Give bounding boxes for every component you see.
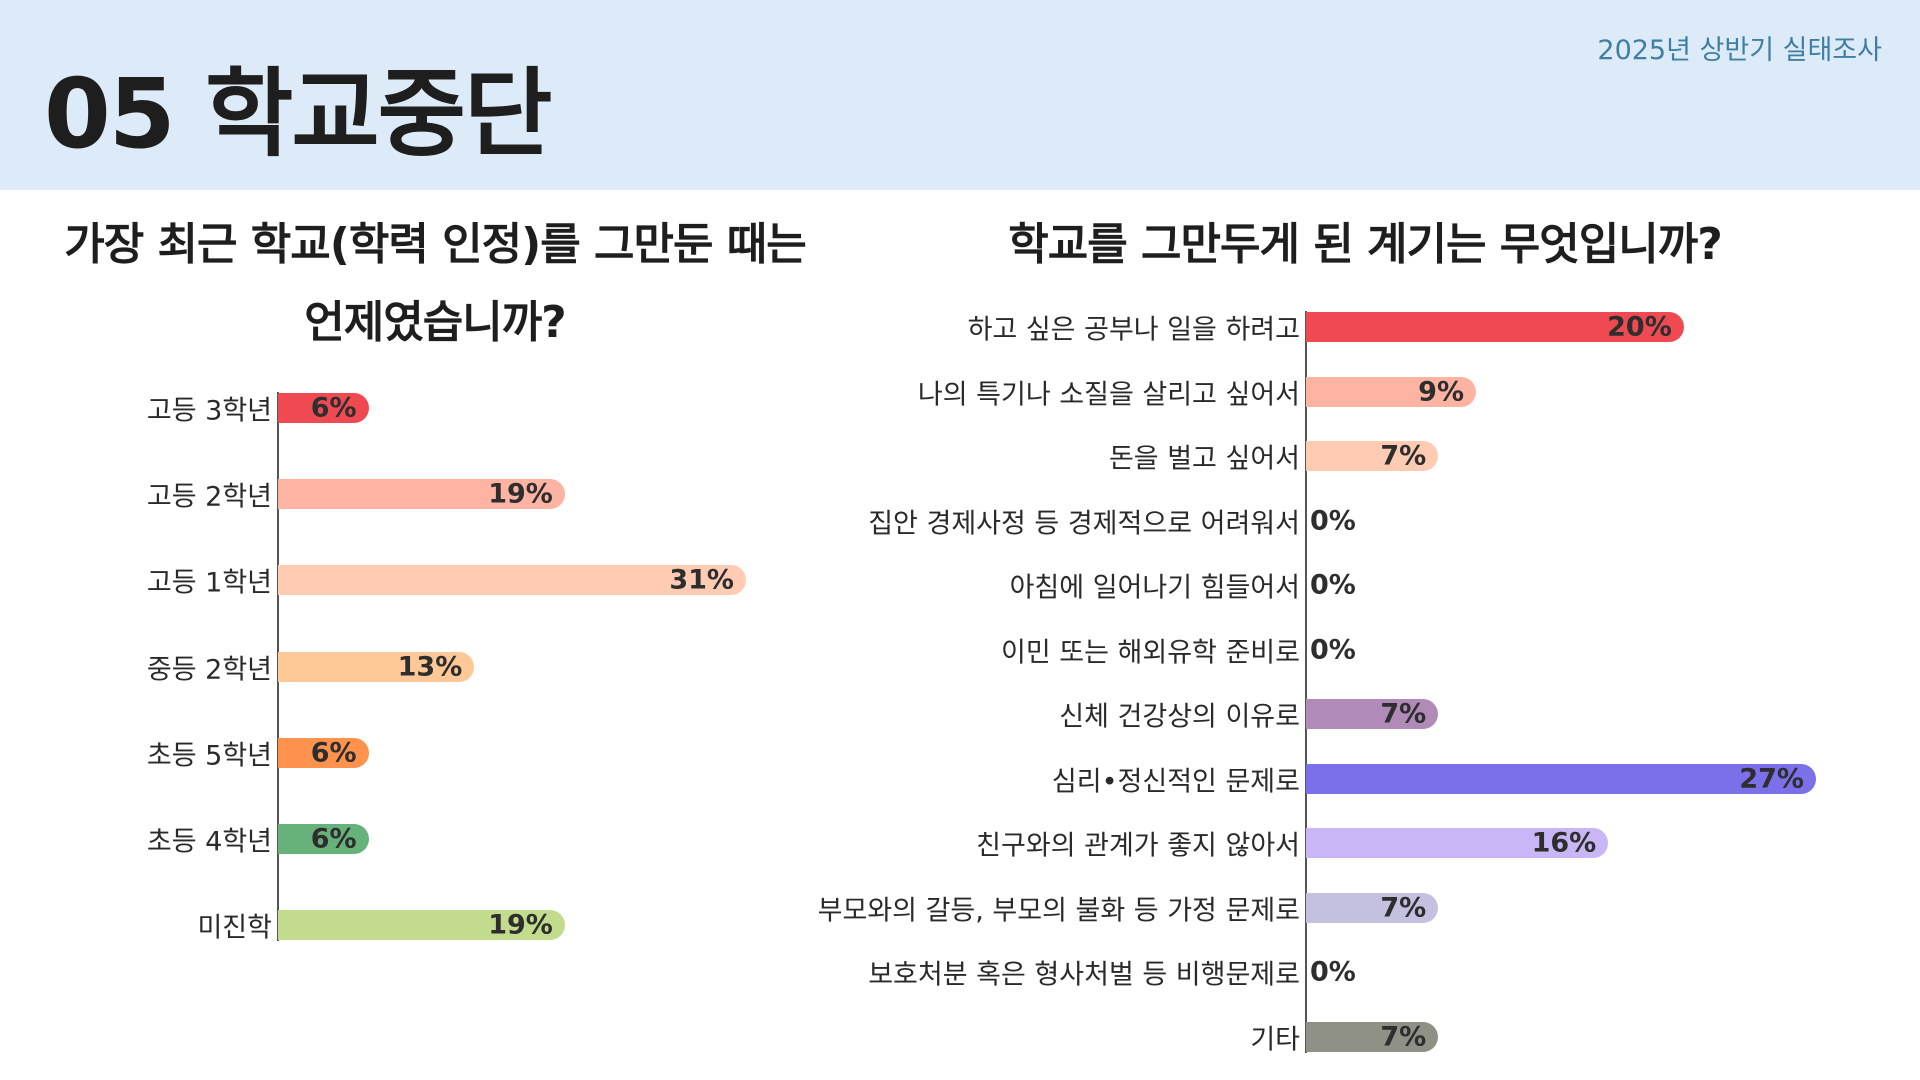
- category-label: 보호처분 혹은 형사처벌 등 비행문제로: [868, 959, 1300, 991]
- category-label: 초등 4학년: [146, 826, 272, 858]
- value-label: 7%: [1380, 698, 1427, 730]
- category-label: 고등 1학년: [146, 567, 272, 599]
- category-label: 이민 또는 해외유학 준비로: [1001, 637, 1300, 668]
- bar: [1306, 312, 1684, 342]
- value-label: 0%: [1310, 505, 1356, 536]
- chart-axis: [1305, 311, 1307, 1053]
- category-label: 부모와의 갈등, 부모의 불화 등 가정 문제로: [817, 895, 1300, 926]
- header-banner: 05 학교중단 2025년 상반기 실태조사: [0, 0, 1920, 190]
- bar: [1306, 1021, 1439, 1052]
- category-label: 중등 2학년: [146, 654, 272, 686]
- bar: [278, 479, 565, 510]
- bar: [278, 910, 565, 941]
- value-label: 6%: [310, 737, 357, 769]
- value-label: 20%: [1607, 311, 1672, 343]
- value-label: 7%: [1380, 440, 1427, 472]
- value-label: 19%: [488, 909, 553, 941]
- category-label: 고등 3학년: [146, 395, 272, 427]
- bar: [1306, 376, 1476, 407]
- category-label: 집안 경제사정 등 경제적으로 어려워서: [868, 508, 1300, 539]
- value-label: 13%: [397, 651, 463, 683]
- value-label: 0%: [1310, 634, 1356, 665]
- survey-label: 2025년 상반기 실태조사: [1597, 35, 1882, 66]
- category-label: 초등 5학년: [146, 740, 272, 772]
- bar: [1306, 699, 1439, 729]
- category-label: 나의 특기나 소질을 살리고 싶어서: [917, 379, 1300, 410]
- page-title: 05 학교중단: [44, 58, 552, 170]
- bar: [1306, 892, 1439, 923]
- value-label: 9%: [1418, 376, 1464, 407]
- value-label: 7%: [1380, 1021, 1427, 1052]
- value-label: 6%: [310, 392, 357, 424]
- category-label: 하고 싶은 공부나 일을 하려고: [967, 314, 1300, 346]
- category-label: 미진학: [197, 912, 272, 944]
- bar: [278, 565, 746, 596]
- value-label: 27%: [1739, 763, 1804, 794]
- category-label: 심리•정신적인 문제로: [1051, 766, 1300, 797]
- category-label: 친구와의 관계가 좋지 않아서: [976, 830, 1300, 862]
- bar: [1306, 763, 1816, 794]
- category-label: 아침에 일어나기 힘들어서: [1009, 572, 1300, 604]
- category-label: 돈을 벌고 싶어서: [1108, 443, 1300, 475]
- category-label: 신체 건강상의 이유로: [1059, 701, 1300, 733]
- bar: [278, 651, 475, 682]
- bar: [278, 737, 369, 768]
- value-label: 6%: [310, 823, 357, 855]
- value-label: 16%: [1531, 827, 1597, 859]
- bar: [278, 824, 369, 854]
- right-chart-title: 학교를 그만두게 된 계기는 무엇입니까?: [1008, 219, 1722, 270]
- value-label: 7%: [1380, 892, 1427, 923]
- category-label: 기타: [1250, 1024, 1300, 1055]
- value-label: 31%: [669, 564, 734, 596]
- bar: [1306, 828, 1609, 858]
- bar: [278, 393, 369, 423]
- bar: [1306, 441, 1439, 471]
- value-label: 19%: [488, 478, 553, 510]
- value-label: 0%: [1310, 956, 1356, 988]
- category-label: 고등 2학년: [146, 481, 272, 513]
- left-chart-title: 가장 최근 학교(학력 인정)를 그만둔 때는 언제였습니까?: [64, 219, 807, 348]
- value-label: 0%: [1310, 569, 1356, 601]
